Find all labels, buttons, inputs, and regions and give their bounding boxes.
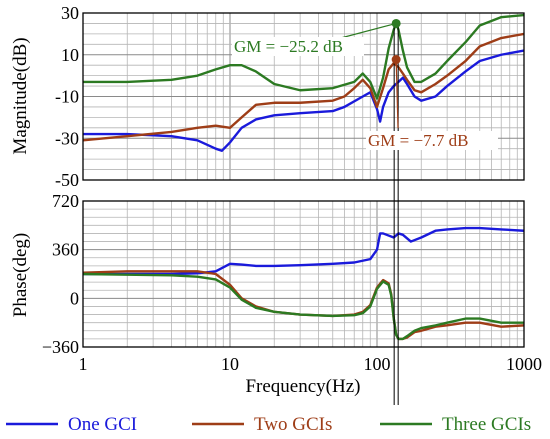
phase-y-ticks: 720 360 0 −360 xyxy=(42,191,79,357)
frequency-x-label: Frequency(Hz) xyxy=(245,376,360,397)
gm-point-two-gcis xyxy=(391,55,401,65)
x-tick-label: 10 xyxy=(221,354,239,374)
magnitude-frame xyxy=(82,12,525,181)
gm-label-background xyxy=(366,131,498,150)
phase-y-label: Phase(deg) xyxy=(10,233,31,317)
gm-point-three-gcis xyxy=(391,18,401,28)
gm-label-background xyxy=(232,37,364,56)
series-line-two-gcis-magnitude xyxy=(83,32,524,142)
magnitude-panel: 30 10 -10 -30 -50 Magnitude(dB) xyxy=(10,3,525,190)
legend-label-one-gci: One GCI xyxy=(68,414,137,435)
gain-margin-annotations: GM = −25.2 dB GM = −7.7 dB xyxy=(232,18,498,405)
series-line-three-gcis-phase xyxy=(83,272,524,341)
legend-label-three-gcis: Three GCIs xyxy=(442,414,531,435)
phase-series xyxy=(83,226,524,341)
magnitude-y-label: Magnitude(dB) xyxy=(10,37,31,154)
magnitude-series xyxy=(83,13,524,152)
y-tick-label: −360 xyxy=(42,337,79,357)
y-tick-label: 10 xyxy=(61,45,79,65)
magnitude-y-ticks: 30 10 -10 -30 -50 xyxy=(55,3,79,190)
series-line-one-gci-magnitude xyxy=(83,49,524,152)
x-tick-label: 100 xyxy=(364,354,391,374)
series-line-three-gcis-magnitude xyxy=(83,13,524,100)
y-tick-label: -30 xyxy=(55,128,79,148)
gm-label-two-gcis: GM = −7.7 dB xyxy=(368,131,468,150)
y-tick-label: -10 xyxy=(55,87,79,107)
y-tick-label: 30 xyxy=(61,3,79,23)
y-tick-label: 720 xyxy=(52,191,79,211)
y-tick-label: 0 xyxy=(70,288,79,308)
gm-pointer-two-gcis xyxy=(395,59,399,129)
y-tick-label: -50 xyxy=(55,170,79,190)
x-tick-label: 1 xyxy=(79,354,88,374)
legend-label-two-gcis: Two GCIs xyxy=(254,414,332,435)
phase-panel: 720 360 0 −360 Phase(deg) xyxy=(10,191,525,357)
phase-frame xyxy=(82,200,525,348)
gm-label-three-gcis: GM = −25.2 dB xyxy=(234,37,343,56)
frequency-x-ticks: 1 10 100 1000 xyxy=(79,354,543,374)
series-line-two-gcis-phase xyxy=(83,270,524,341)
x-tick-label: 1000 xyxy=(506,354,542,374)
legend: One GCI Two GCIs Three GCIs xyxy=(6,414,531,435)
y-tick-label: 360 xyxy=(52,240,79,260)
series-line-one-gci-phase xyxy=(83,226,524,276)
